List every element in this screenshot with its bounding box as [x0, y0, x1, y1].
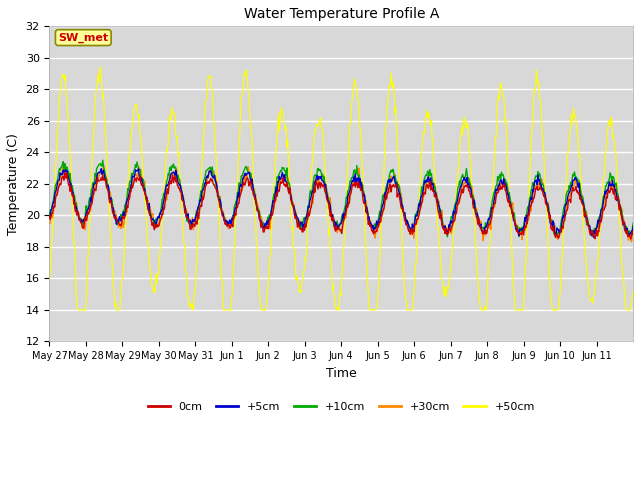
Y-axis label: Temperature (C): Temperature (C) — [7, 133, 20, 235]
Text: SW_met: SW_met — [58, 33, 108, 43]
Legend: 0cm, +5cm, +10cm, +30cm, +50cm: 0cm, +5cm, +10cm, +30cm, +50cm — [143, 397, 540, 416]
X-axis label: Time: Time — [326, 367, 356, 380]
Title: Water Temperature Profile A: Water Temperature Profile A — [244, 7, 439, 21]
